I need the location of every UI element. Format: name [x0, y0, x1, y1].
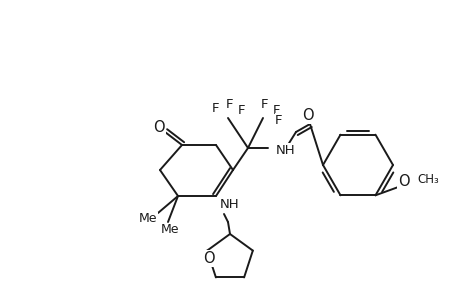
- Text: F: F: [212, 101, 219, 115]
- Text: F: F: [226, 98, 233, 110]
- Text: F: F: [238, 103, 245, 116]
- Text: Me: Me: [160, 224, 179, 236]
- Text: Me: Me: [139, 212, 157, 226]
- Text: F: F: [274, 113, 282, 127]
- Text: F: F: [261, 98, 268, 110]
- Text: O: O: [302, 109, 313, 124]
- Text: NH: NH: [275, 143, 295, 157]
- Text: NH: NH: [219, 197, 239, 211]
- Text: F: F: [273, 103, 280, 116]
- Text: O: O: [397, 174, 409, 189]
- Text: O: O: [153, 121, 164, 136]
- Text: CH₃: CH₃: [417, 173, 438, 186]
- Text: O: O: [203, 251, 214, 266]
